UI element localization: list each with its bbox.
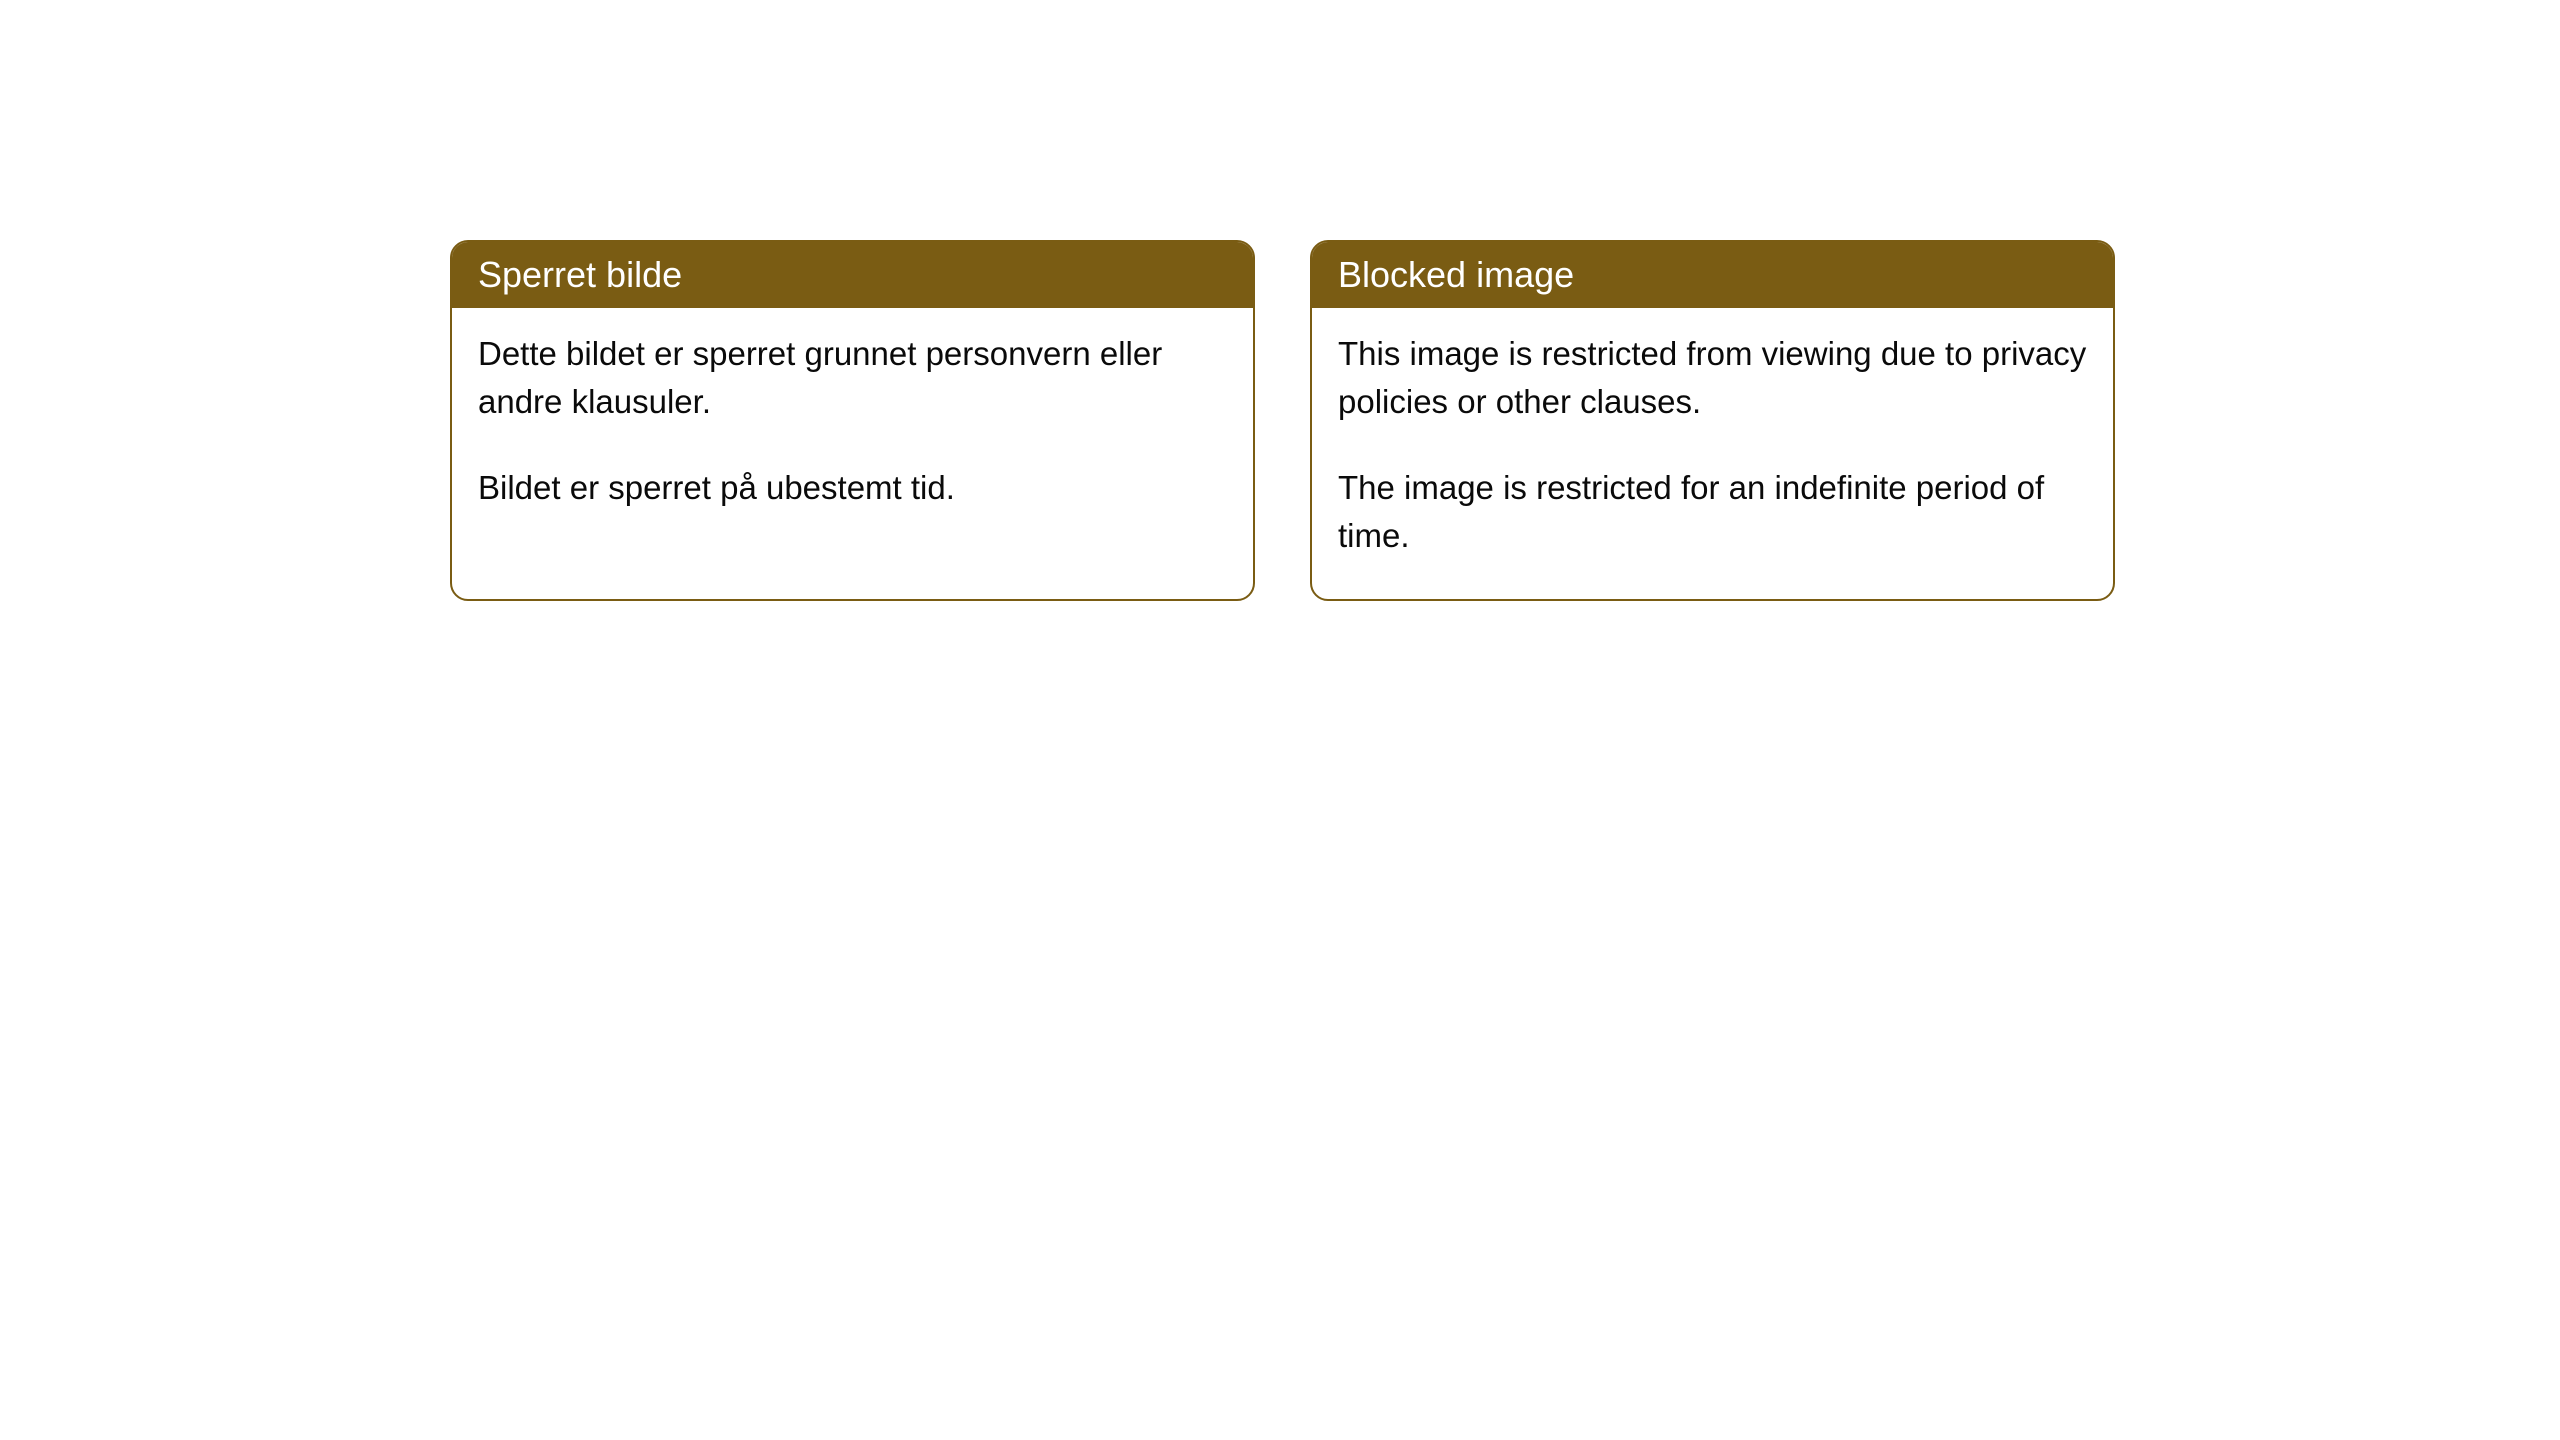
notice-panel-english: Blocked image This image is restricted f… [1310,240,2115,601]
panel-paragraph: The image is restricted for an indefinit… [1338,464,2087,560]
panel-paragraph: Dette bildet er sperret grunnet personve… [478,330,1227,426]
notice-panel-norwegian: Sperret bilde Dette bildet er sperret gr… [450,240,1255,601]
notice-container: Sperret bilde Dette bildet er sperret gr… [0,0,2560,601]
panel-title: Sperret bilde [452,242,1253,308]
panel-paragraph: This image is restricted from viewing du… [1338,330,2087,426]
panel-paragraph: Bildet er sperret på ubestemt tid. [478,464,1227,512]
panel-title: Blocked image [1312,242,2113,308]
panel-body: This image is restricted from viewing du… [1312,308,2113,599]
panel-body: Dette bildet er sperret grunnet personve… [452,308,1253,552]
